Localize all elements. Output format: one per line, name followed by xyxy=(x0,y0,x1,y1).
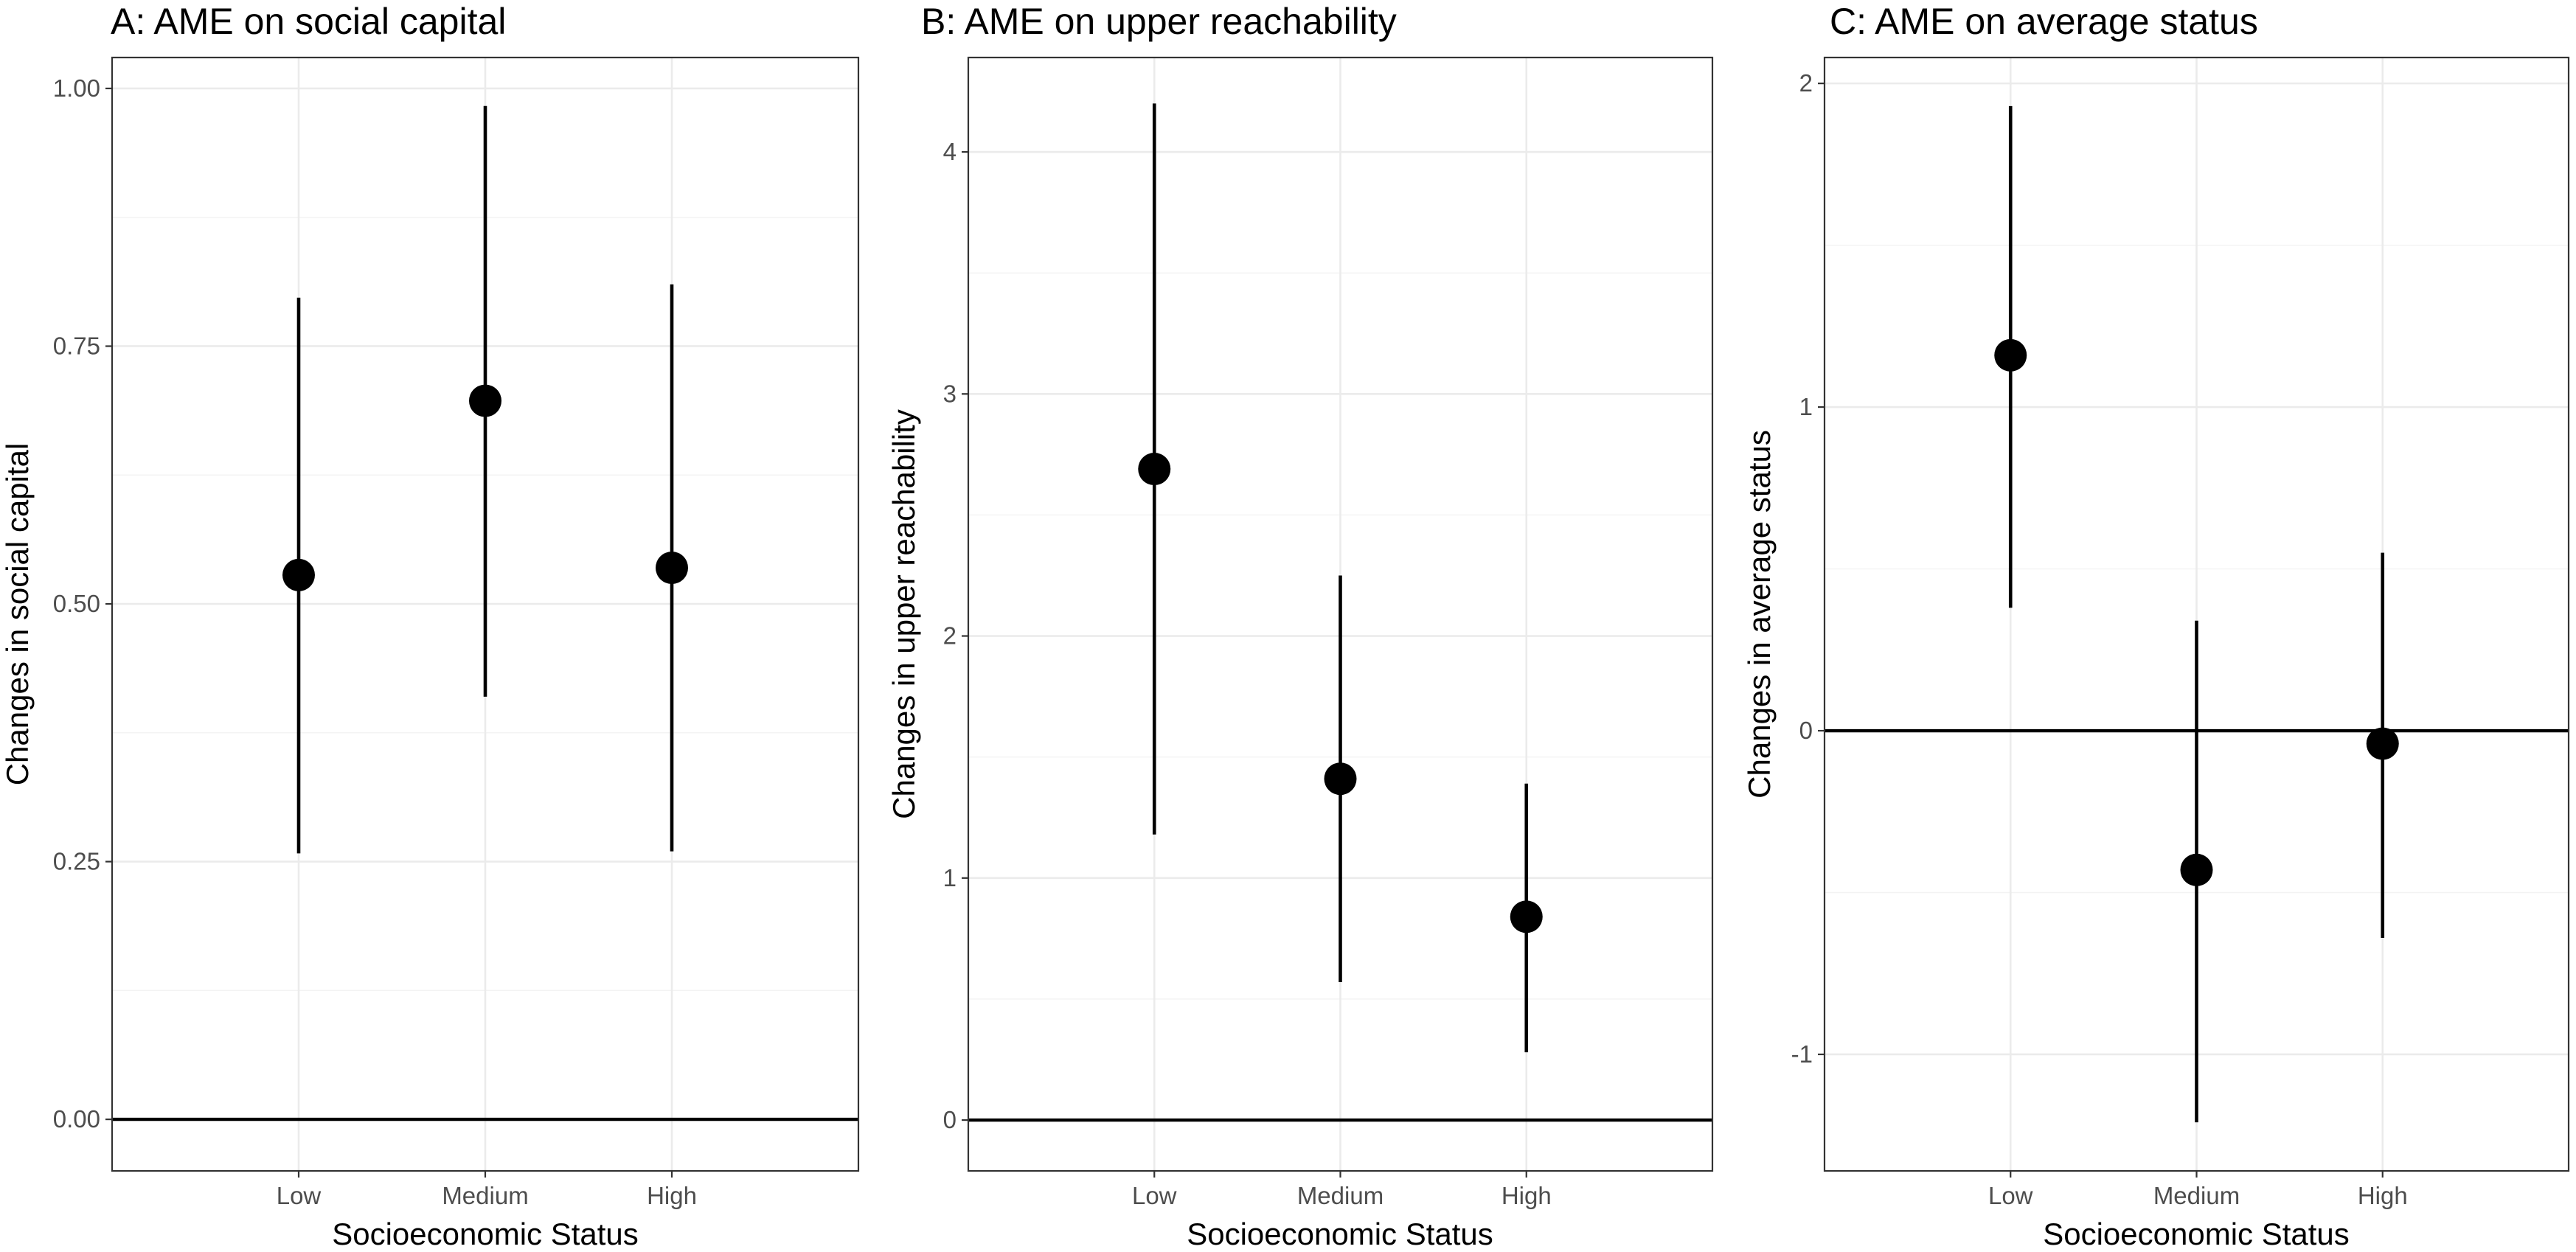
y-tick-label: -1 xyxy=(1791,1040,1813,1068)
y-tick-label: 0 xyxy=(1799,717,1813,744)
panel-title: B: AME on upper reachability xyxy=(921,1,1397,42)
x-axis-title: Socioeconomic Status xyxy=(1187,1217,1493,1251)
y-tick-label: 2 xyxy=(943,622,957,650)
x-tick-label: High xyxy=(2358,1182,2408,1209)
point-estimate-high xyxy=(2366,727,2399,760)
y-tick-label: 3 xyxy=(943,380,957,407)
x-tick-label: Medium xyxy=(442,1182,528,1209)
point-estimate-high xyxy=(656,552,688,585)
point-estimate-low xyxy=(1138,453,1171,486)
y-tick-label: 0.25 xyxy=(53,848,100,875)
x-axis-title: Socioeconomic Status xyxy=(332,1217,639,1251)
point-estimate-low xyxy=(1994,338,2027,372)
panel-social-capital: A: AME on social capital 0.00 0.25 0.50 0.7… xyxy=(0,1,860,1251)
y-tick-label: 0 xyxy=(943,1106,957,1133)
point-estimate-medium xyxy=(469,384,501,417)
point-estimate-low xyxy=(282,558,315,591)
point-estimate-medium xyxy=(2180,853,2213,886)
y-axis-title: Changes in social capital xyxy=(0,443,35,786)
x-tick-label: High xyxy=(1501,1182,1552,1209)
x-tick-label: Low xyxy=(1132,1182,1177,1209)
y-tick-label: 0.00 xyxy=(53,1105,100,1133)
x-tick-label: Low xyxy=(277,1182,322,1209)
x-axis-title: Socioeconomic Status xyxy=(2043,1217,2350,1251)
x-tick-label: Low xyxy=(1988,1182,2033,1209)
y-axis-title: Changes in upper reachability xyxy=(886,409,921,819)
x-tick-label: Medium xyxy=(1297,1182,1384,1209)
y-tick-label: 1 xyxy=(1799,393,1813,420)
y-tick-label: 2 xyxy=(1799,69,1813,97)
x-tick-label: High xyxy=(647,1182,697,1209)
panel-average-status: C: AME on average status -1 0 1 2 Low Medium H… xyxy=(1742,1,2570,1251)
panel-title: A: AME on social capital xyxy=(111,1,506,42)
y-tick-label: 1.00 xyxy=(53,74,100,102)
y-tick-label: 0.75 xyxy=(53,332,100,359)
point-estimate-high xyxy=(1510,900,1543,933)
x-tick-label: Medium xyxy=(2153,1182,2240,1209)
panel-title: C: AME on average status xyxy=(1830,1,2258,42)
point-estimate-medium xyxy=(1324,762,1357,796)
panel-upper-reachability: B: AME on upper reachability 0 1 2 3 4 Low Med… xyxy=(886,1,1714,1251)
y-axis-title: Changes in average status xyxy=(1742,430,1777,799)
y-tick-label: 1 xyxy=(943,864,957,891)
y-tick-label: 0.50 xyxy=(53,590,100,617)
y-tick-label: 4 xyxy=(943,138,957,165)
